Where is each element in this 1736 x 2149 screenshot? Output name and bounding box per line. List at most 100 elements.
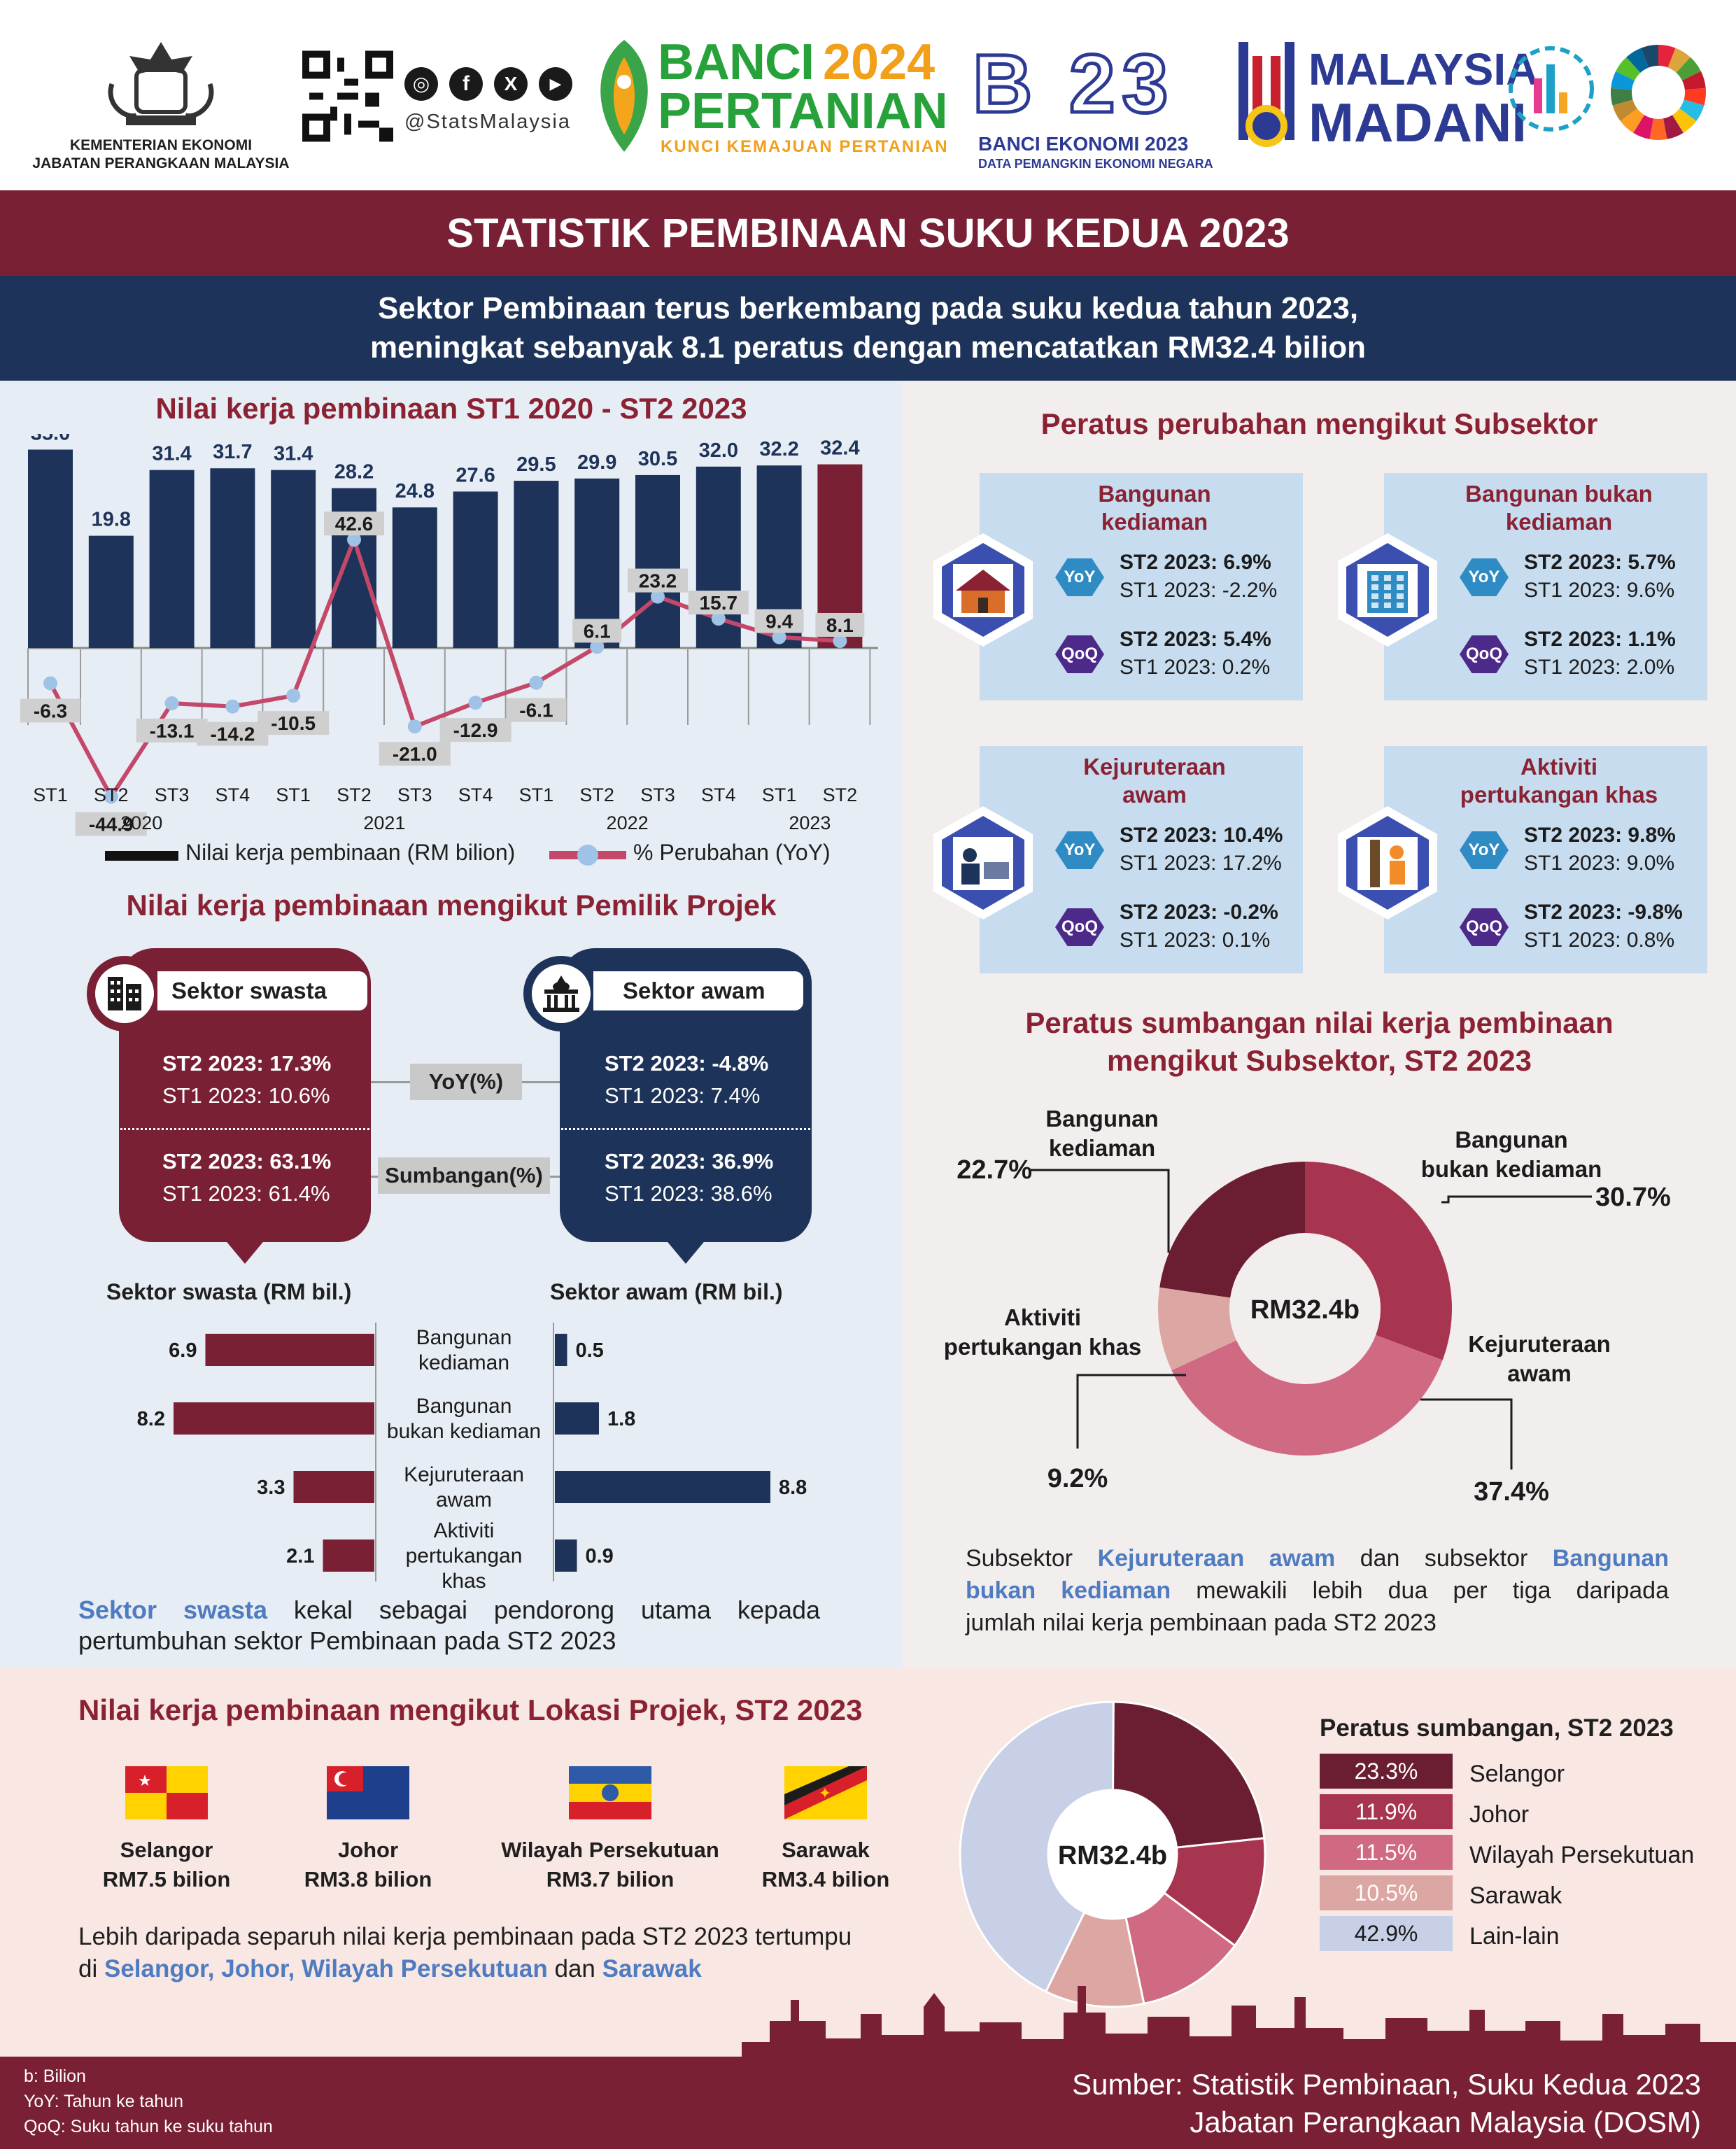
private-bar	[293, 1471, 374, 1503]
public-bar	[555, 1471, 770, 1503]
donut2-center-label: RM32.4b	[1058, 1841, 1167, 1870]
chart1-yoy-point	[529, 675, 544, 690]
private-icon-inner	[95, 964, 154, 1023]
be-title: BANCI EKONOMI 2023	[978, 133, 1189, 155]
location-note-line-2: di Selangor, Johor, Wilayah Persekutuan …	[78, 1955, 702, 1983]
chart1-category-label: ST1	[762, 784, 797, 805]
private-bar	[205, 1334, 374, 1366]
chart1-yoy-point	[772, 630, 786, 644]
donut1-title-1: Peratus sumbangan nilai kerja pembinaan	[1025, 1006, 1614, 1039]
category-label: awam	[436, 1488, 492, 1512]
sdg-wheel-icon	[1611, 45, 1706, 140]
facebook-icon[interactable]: f	[449, 67, 483, 101]
donut1-pct: 9.2%	[1047, 1464, 1108, 1493]
chart1-yoy-point	[347, 533, 361, 547]
ministry-line-2: JABATAN PERANGKAAN MALAYSIA	[32, 155, 290, 171]
private-bar-label: 3.3	[257, 1477, 285, 1499]
chart1-legend: Nilai kerja pembinaan (RM bilion) % Peru…	[105, 837, 875, 872]
state-value: RM7.5 bilion	[102, 1867, 231, 1891]
hari-statistik-logo-icon	[1509, 46, 1594, 132]
state-name: Sarawak	[782, 1838, 870, 1862]
legend-line-swatch	[549, 845, 626, 866]
donut1-pct: 22.7%	[957, 1155, 1032, 1185]
donut1-center-label: RM32.4b	[1250, 1295, 1360, 1325]
chart1-bar	[453, 491, 498, 648]
subsector-card	[980, 746, 1303, 973]
chart1-category-label: ST3	[640, 784, 675, 805]
subsector-card	[980, 473, 1303, 700]
qoq-st2: ST2 2023: 5.4%	[1120, 628, 1271, 651]
qr-code-icon[interactable]	[302, 49, 393, 143]
be-logo-mark: B 23	[971, 37, 1176, 132]
public-box-pointer	[665, 1239, 707, 1264]
chart1-yoy-point	[286, 689, 301, 703]
subsector-card-title: Bangunan bukan	[1465, 481, 1653, 507]
owner-note-rest: kekal sebagai pendorong utama kepada	[267, 1595, 821, 1624]
state-value: RM3.7 bilion	[546, 1867, 675, 1891]
chart1-yoy-label-bg	[324, 512, 384, 536]
private-share-st1: ST1 2023: 61.4%	[162, 1181, 330, 1206]
x-icon[interactable]: X	[494, 67, 528, 101]
yoy-st1: ST1 2023: -2.2%	[1120, 579, 1278, 602]
public-bar	[555, 1402, 599, 1435]
chart1-yoy-label-bg	[439, 718, 511, 742]
worker-icon	[1338, 806, 1437, 920]
location-note-highlight-2: Sarawak	[602, 1955, 702, 1982]
qoq-st2: ST2 2023: -9.8%	[1524, 901, 1683, 924]
private-divider	[120, 1128, 369, 1130]
donut1-slice	[1171, 1334, 1443, 1456]
category-label: Aktiviti	[434, 1519, 495, 1542]
engineer-icon	[933, 806, 1033, 920]
public-bar	[555, 1539, 577, 1572]
legend-line-label: % Perubahan (YoY)	[633, 840, 831, 865]
donut1-note-line-1: Subsektor Kejuruteraan awam dan subsekto…	[966, 1542, 1669, 1574]
public-label: Sektor awam	[593, 971, 803, 1010]
chart1-title: Nilai kerja pembinaan ST1 2020 - ST2 202…	[155, 392, 747, 425]
public-share-st2: ST2 2023: 36.9%	[605, 1149, 774, 1174]
public-yoy-st1: ST1 2023: 7.4%	[605, 1083, 761, 1108]
chart1-bar-label: 32.0	[699, 439, 738, 462]
category-label: Bangunan	[416, 1395, 512, 1418]
madani-emblem-icon	[1239, 42, 1294, 147]
banci-title-2: PERTANIAN	[658, 83, 948, 139]
chart1-svg: 35.0 19.8 31.4 31.7 31.4 28.2 24.8 27.6 29.5 29.9…	[20, 434, 878, 836]
svg-text:✦: ✦	[819, 1784, 831, 1802]
location-note-highlight: Selangor, Johor, Wilayah Persekutuan	[104, 1955, 548, 1982]
share-connector-label: Sumbangan(%)	[378, 1157, 550, 1194]
qoq-st1: ST1 2023: 0.2%	[1120, 656, 1271, 679]
category-label: Kejuruteraan	[404, 1463, 524, 1486]
madani-line-2: MADANI	[1308, 92, 1527, 153]
youtube-icon[interactable]: ▶	[539, 67, 572, 101]
category-label: khas	[442, 1570, 486, 1588]
page-title: STATISTIK PEMBINAAN SUKU KEDUA 2023	[446, 210, 1290, 256]
chart1-bar	[88, 535, 134, 648]
location-legend-title: Peratus sumbangan, ST2 2023	[1320, 1714, 1674, 1742]
chart1-category-label: ST4	[458, 784, 493, 805]
donut1-label: Kejuruteraan	[1468, 1331, 1611, 1357]
private-yoy-st1: ST1 2023: 10.6%	[162, 1083, 330, 1108]
category-label: pertukangan	[406, 1544, 523, 1567]
private-bar-label: 8.2	[137, 1408, 165, 1430]
subsector-title: Peratus perubahan mengikut Subsektor	[1040, 407, 1598, 440]
chart1-yoy-label: -44.9	[89, 814, 134, 836]
chart1-yoy-point	[164, 696, 179, 711]
chart1-bar-label: 24.8	[395, 480, 435, 502]
footer-abbr-1: b: Bilion	[24, 2066, 86, 2086]
subsector-card	[1384, 473, 1707, 700]
instagram-icon[interactable]: ◎	[404, 67, 438, 101]
donut1-note-hl1: Kejuruteraan awam	[1097, 1545, 1336, 1572]
private-label: Sektor swasta	[157, 971, 367, 1010]
chart1-yoy-label-bg	[506, 698, 567, 722]
legend-bar-label: Nilai kerja pembinaan (RM bilion)	[185, 840, 516, 865]
category-label: bukan kediaman	[387, 1420, 541, 1443]
chart1-yoy-point	[43, 676, 57, 691]
legend-name: Lain-lain	[1469, 1923, 1560, 1950]
chart1-yoy-label-bg	[688, 591, 749, 615]
legend-swatch: 11.9%	[1320, 1794, 1453, 1829]
donut1-slice	[1158, 1287, 1236, 1371]
selangor-flag-icon: ★	[125, 1766, 208, 1819]
donut1-note: Subsektor Kejuruteraan awam dan subsekto…	[966, 1542, 1669, 1639]
coat-of-arms-logo	[108, 42, 214, 125]
chart1-yoy-label-bg	[257, 711, 330, 735]
